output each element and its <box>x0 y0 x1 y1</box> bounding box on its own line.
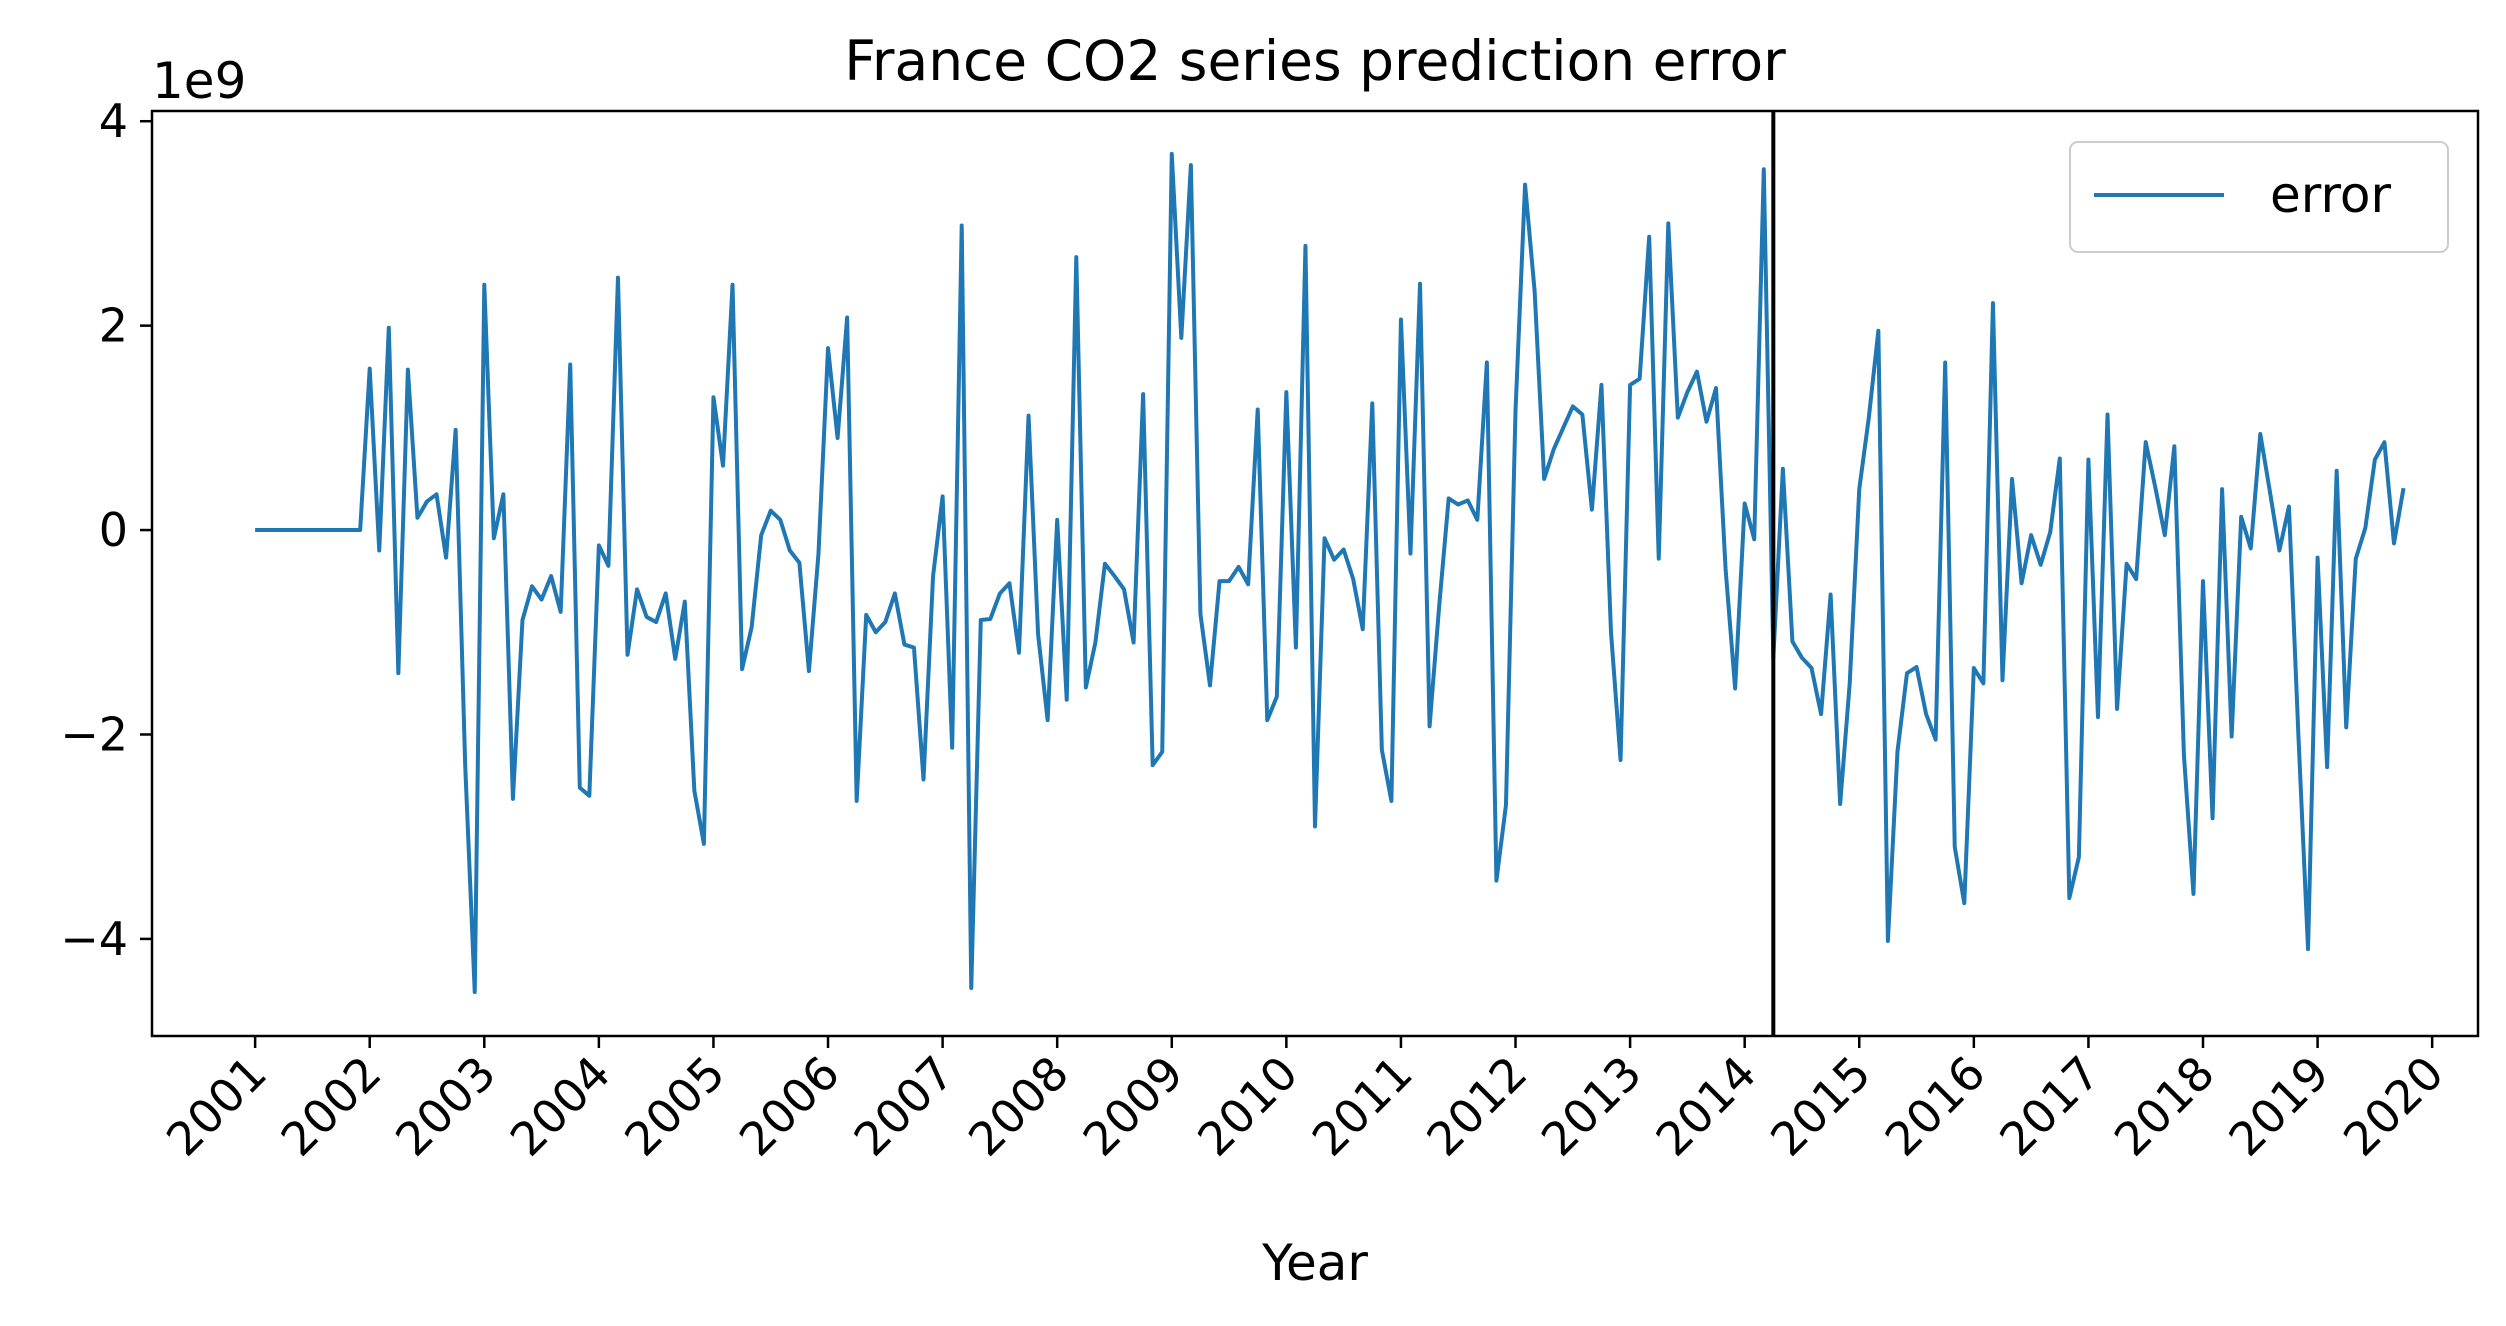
y-tick-label: 0 <box>99 503 128 557</box>
series-line-error <box>255 151 2406 995</box>
y-tick-label: 4 <box>99 94 128 148</box>
legend-label-error: error <box>2270 166 2391 224</box>
y-axis-offset-label: 1e9 <box>152 52 246 110</box>
y-tick-label: −2 <box>60 707 128 761</box>
y-tick-label: 2 <box>99 299 128 353</box>
plot-area <box>150 109 2480 1038</box>
chart-title: France CO2 series prediction error <box>844 29 1786 93</box>
y-axis-ticks: −4 −2 0 2 4 <box>60 94 152 966</box>
legend-box <box>2069 141 2449 253</box>
y-tick-label: −4 <box>60 912 128 966</box>
series-layer <box>255 151 2406 995</box>
legend: error <box>2069 141 2449 253</box>
axes-frame <box>150 109 2480 1038</box>
x-axis-label: Year <box>1261 1234 1368 1292</box>
